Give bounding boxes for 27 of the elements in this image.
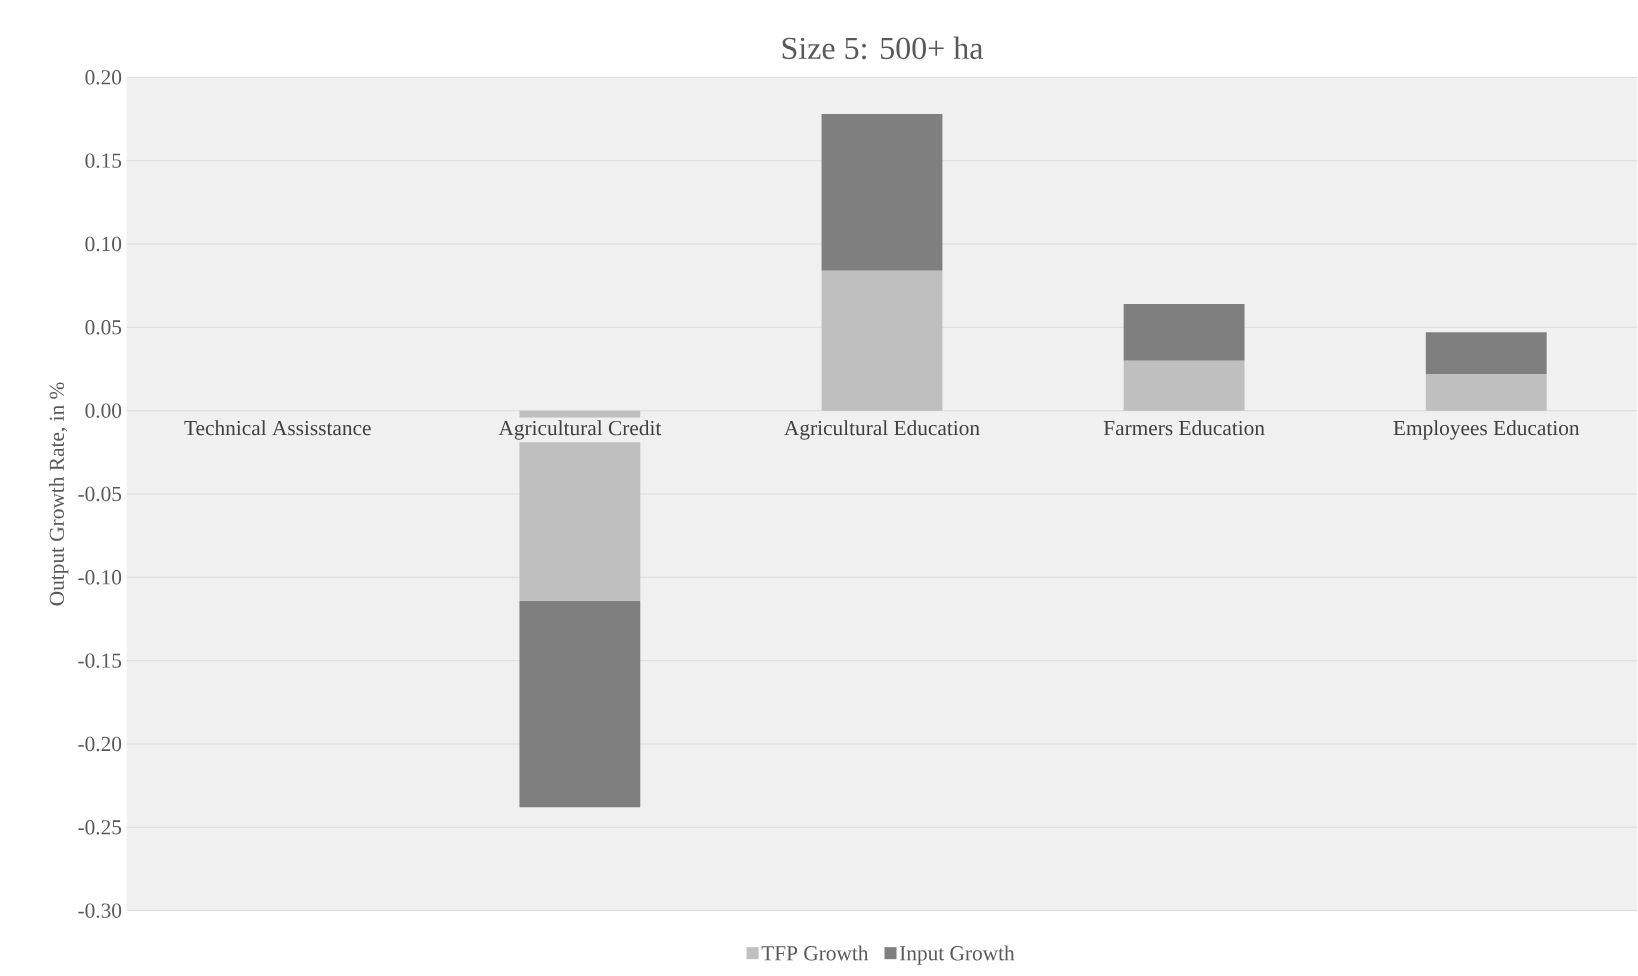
chart-title: Size 5: 500+ ha bbox=[782, 36, 983, 60]
y-tick-label: -0.15 bbox=[78, 653, 122, 668]
y-tick-label: 0.20 bbox=[85, 70, 122, 85]
bar bbox=[821, 270, 943, 411]
y-tick-label: 0.10 bbox=[85, 236, 122, 252]
y-tick-label: 0.15 bbox=[85, 153, 122, 168]
legend-label: Input Growth bbox=[899, 945, 1015, 965]
x-tick-label: Agricultural Education bbox=[784, 420, 980, 440]
y-axis-title: Output Growth Rate, in % bbox=[49, 382, 69, 606]
bar bbox=[1123, 304, 1245, 361]
y-tick-label: 0.00 bbox=[85, 403, 122, 418]
y-tick-label: 0.05 bbox=[85, 320, 122, 335]
x-tick-label: Technical Assisstance bbox=[184, 420, 371, 436]
bar bbox=[1425, 332, 1547, 374]
y-tick-label: -0.10 bbox=[78, 570, 122, 585]
legend-label: TFP Growth bbox=[761, 945, 869, 961]
x-tick-label: Agricultural Credit bbox=[498, 420, 662, 440]
y-tick-label: -0.05 bbox=[78, 486, 122, 502]
bar bbox=[519, 600, 641, 808]
y-tick-label: -0.20 bbox=[78, 736, 122, 752]
bar bbox=[821, 113, 943, 271]
y-tick-label: -0.25 bbox=[78, 820, 122, 835]
x-tick-label: Farmers Education bbox=[1103, 420, 1265, 436]
y-tick-label: -0.30 bbox=[78, 903, 122, 918]
bar bbox=[1425, 374, 1547, 411]
bar bbox=[1123, 360, 1245, 411]
x-tick-label: Employees Education bbox=[1393, 420, 1580, 440]
